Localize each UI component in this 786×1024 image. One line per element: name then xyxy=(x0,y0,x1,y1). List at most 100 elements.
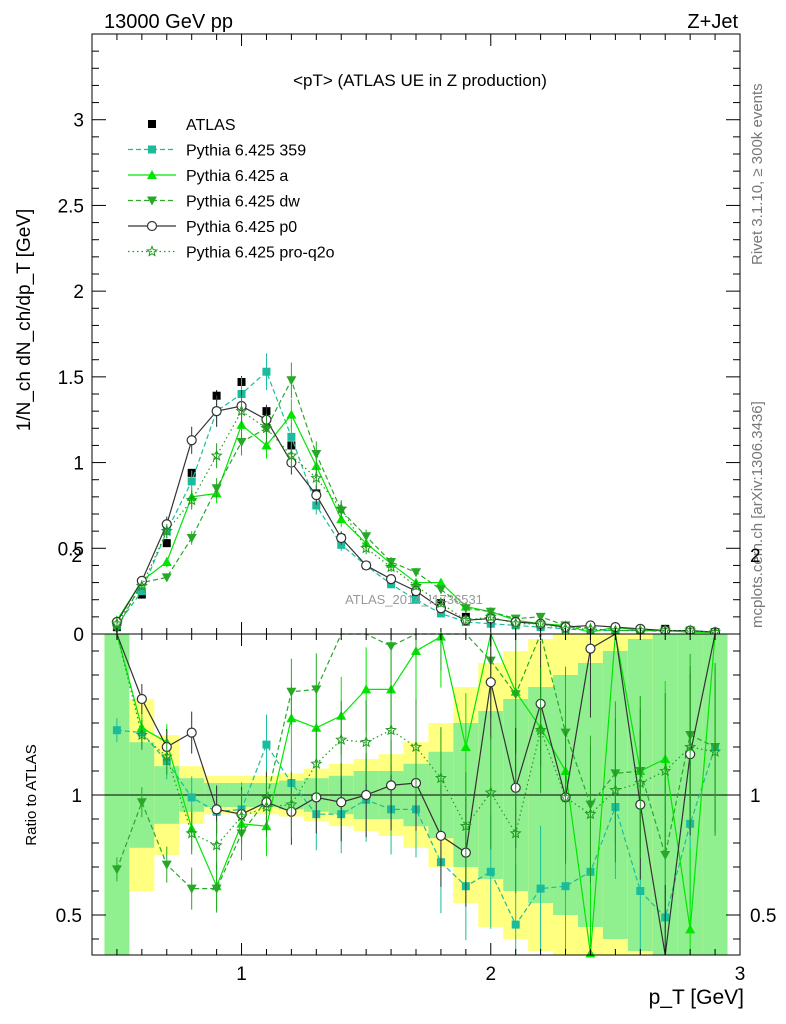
data-point xyxy=(135,579,148,592)
data-point xyxy=(460,604,471,614)
ratio-point xyxy=(210,839,223,851)
ratio-point xyxy=(585,643,596,654)
ratio-point xyxy=(186,884,197,894)
legend-marker xyxy=(145,245,159,257)
ratio-point xyxy=(559,791,572,803)
ratio-point xyxy=(185,827,198,839)
legend-item: Pythia 6.425 pro-q2o xyxy=(128,245,335,262)
ratio-point xyxy=(435,830,447,841)
data-point xyxy=(311,450,322,459)
ratio-point xyxy=(385,780,397,791)
data-point xyxy=(110,617,123,629)
data-point xyxy=(411,568,421,578)
ratio-point xyxy=(636,887,645,895)
y-tick-label: 1 xyxy=(73,454,84,475)
legend: ATLAS Pythia 6.425 359 Pythia 6.425 a Pythi… xyxy=(128,117,335,262)
y-tick-label: 3 xyxy=(73,111,84,132)
data-point xyxy=(360,541,373,554)
ratio-point xyxy=(485,677,496,688)
data-point xyxy=(509,617,522,629)
ratio-point xyxy=(361,684,372,694)
y-tick-label: 2 xyxy=(73,282,84,303)
ratio-point xyxy=(511,920,520,929)
y-tick-label: 0.5 xyxy=(58,539,84,560)
ratio-point xyxy=(262,740,271,749)
ratio-point xyxy=(660,851,671,860)
data-point xyxy=(311,490,322,501)
legend-label: Pythia 6.425 359 xyxy=(186,143,306,160)
data-point xyxy=(484,610,497,622)
data-point xyxy=(534,617,547,629)
ratio-point xyxy=(634,776,647,789)
data-point xyxy=(261,440,272,450)
energy-label: 13000 GeV pp xyxy=(104,11,233,33)
ratio-y-tick-label-right: 2 xyxy=(750,546,761,567)
data-point xyxy=(412,595,420,604)
data-point xyxy=(160,524,173,537)
ratio-point xyxy=(385,723,398,736)
data-point xyxy=(336,532,347,544)
ratio-point xyxy=(659,764,672,777)
x-tick-label: 1 xyxy=(236,964,247,985)
ratio-y-tick-label: 0.5 xyxy=(56,906,82,927)
data-point xyxy=(137,587,146,596)
ratio-point xyxy=(460,742,471,751)
data-point xyxy=(361,560,372,571)
ratio-point xyxy=(211,804,222,815)
ratio-point xyxy=(335,733,348,745)
data-point xyxy=(262,367,271,376)
process-label: Z+Jet xyxy=(687,11,738,33)
data-point xyxy=(187,477,196,486)
x-tick-label: 3 xyxy=(735,964,746,985)
watermark: ATLAS_2014_I1736531 xyxy=(345,592,483,607)
ratio-point xyxy=(536,884,545,893)
ratio-point xyxy=(684,740,697,753)
ratio-point xyxy=(486,867,495,876)
ratio-point xyxy=(311,722,322,732)
ratio-point xyxy=(211,884,222,894)
ratio-point xyxy=(286,687,297,697)
data-point xyxy=(286,376,297,386)
ratio-point xyxy=(310,757,323,769)
data-point xyxy=(459,613,472,626)
legend-label: ATLAS xyxy=(186,117,236,134)
data-point xyxy=(535,612,546,622)
ratio-point xyxy=(685,924,696,934)
data-point xyxy=(210,449,223,461)
y-tick-label: 0 xyxy=(73,625,84,646)
ratio-series-4 xyxy=(116,633,722,894)
data-point xyxy=(385,574,397,585)
ratio-point xyxy=(510,690,521,700)
main-title: <pT> (ATLAS UE in Z production) xyxy=(293,71,547,90)
ratio-point xyxy=(311,685,322,695)
data-point xyxy=(185,493,198,506)
ratio-point xyxy=(235,810,248,822)
data-point xyxy=(186,534,197,543)
data-point xyxy=(285,449,298,461)
data-point xyxy=(287,432,296,441)
data-point xyxy=(361,532,372,542)
ratio-point xyxy=(161,860,172,870)
ratio-point xyxy=(509,827,522,839)
data-point xyxy=(260,421,273,434)
x-tick-label: 2 xyxy=(485,964,496,985)
data-point xyxy=(236,438,247,447)
ratio-point xyxy=(386,642,397,652)
ratio-point xyxy=(285,798,298,810)
legend-item: Pythia 6.425 359 xyxy=(128,143,306,160)
data-point xyxy=(409,579,423,592)
legend-item: Pythia 6.425 p0 xyxy=(128,219,297,236)
legend-item: Pythia 6.425 dw xyxy=(128,194,300,211)
mcplots-label: mcplots.cern.ch [arXiv:1306.3436] xyxy=(749,401,766,628)
data-point xyxy=(434,596,448,609)
ratio-ylabel: Ratio to ATLAS xyxy=(23,744,40,845)
ratio-point xyxy=(609,783,622,796)
legend-label: Pythia 6.425 p0 xyxy=(186,219,297,236)
data-point xyxy=(337,540,346,549)
data-point xyxy=(384,560,398,573)
data-point xyxy=(436,609,445,618)
ratio-point xyxy=(360,735,373,748)
ratio-point xyxy=(135,728,148,741)
data-point xyxy=(235,404,248,417)
ratio-y-tick-label-right: 0.5 xyxy=(750,906,776,927)
